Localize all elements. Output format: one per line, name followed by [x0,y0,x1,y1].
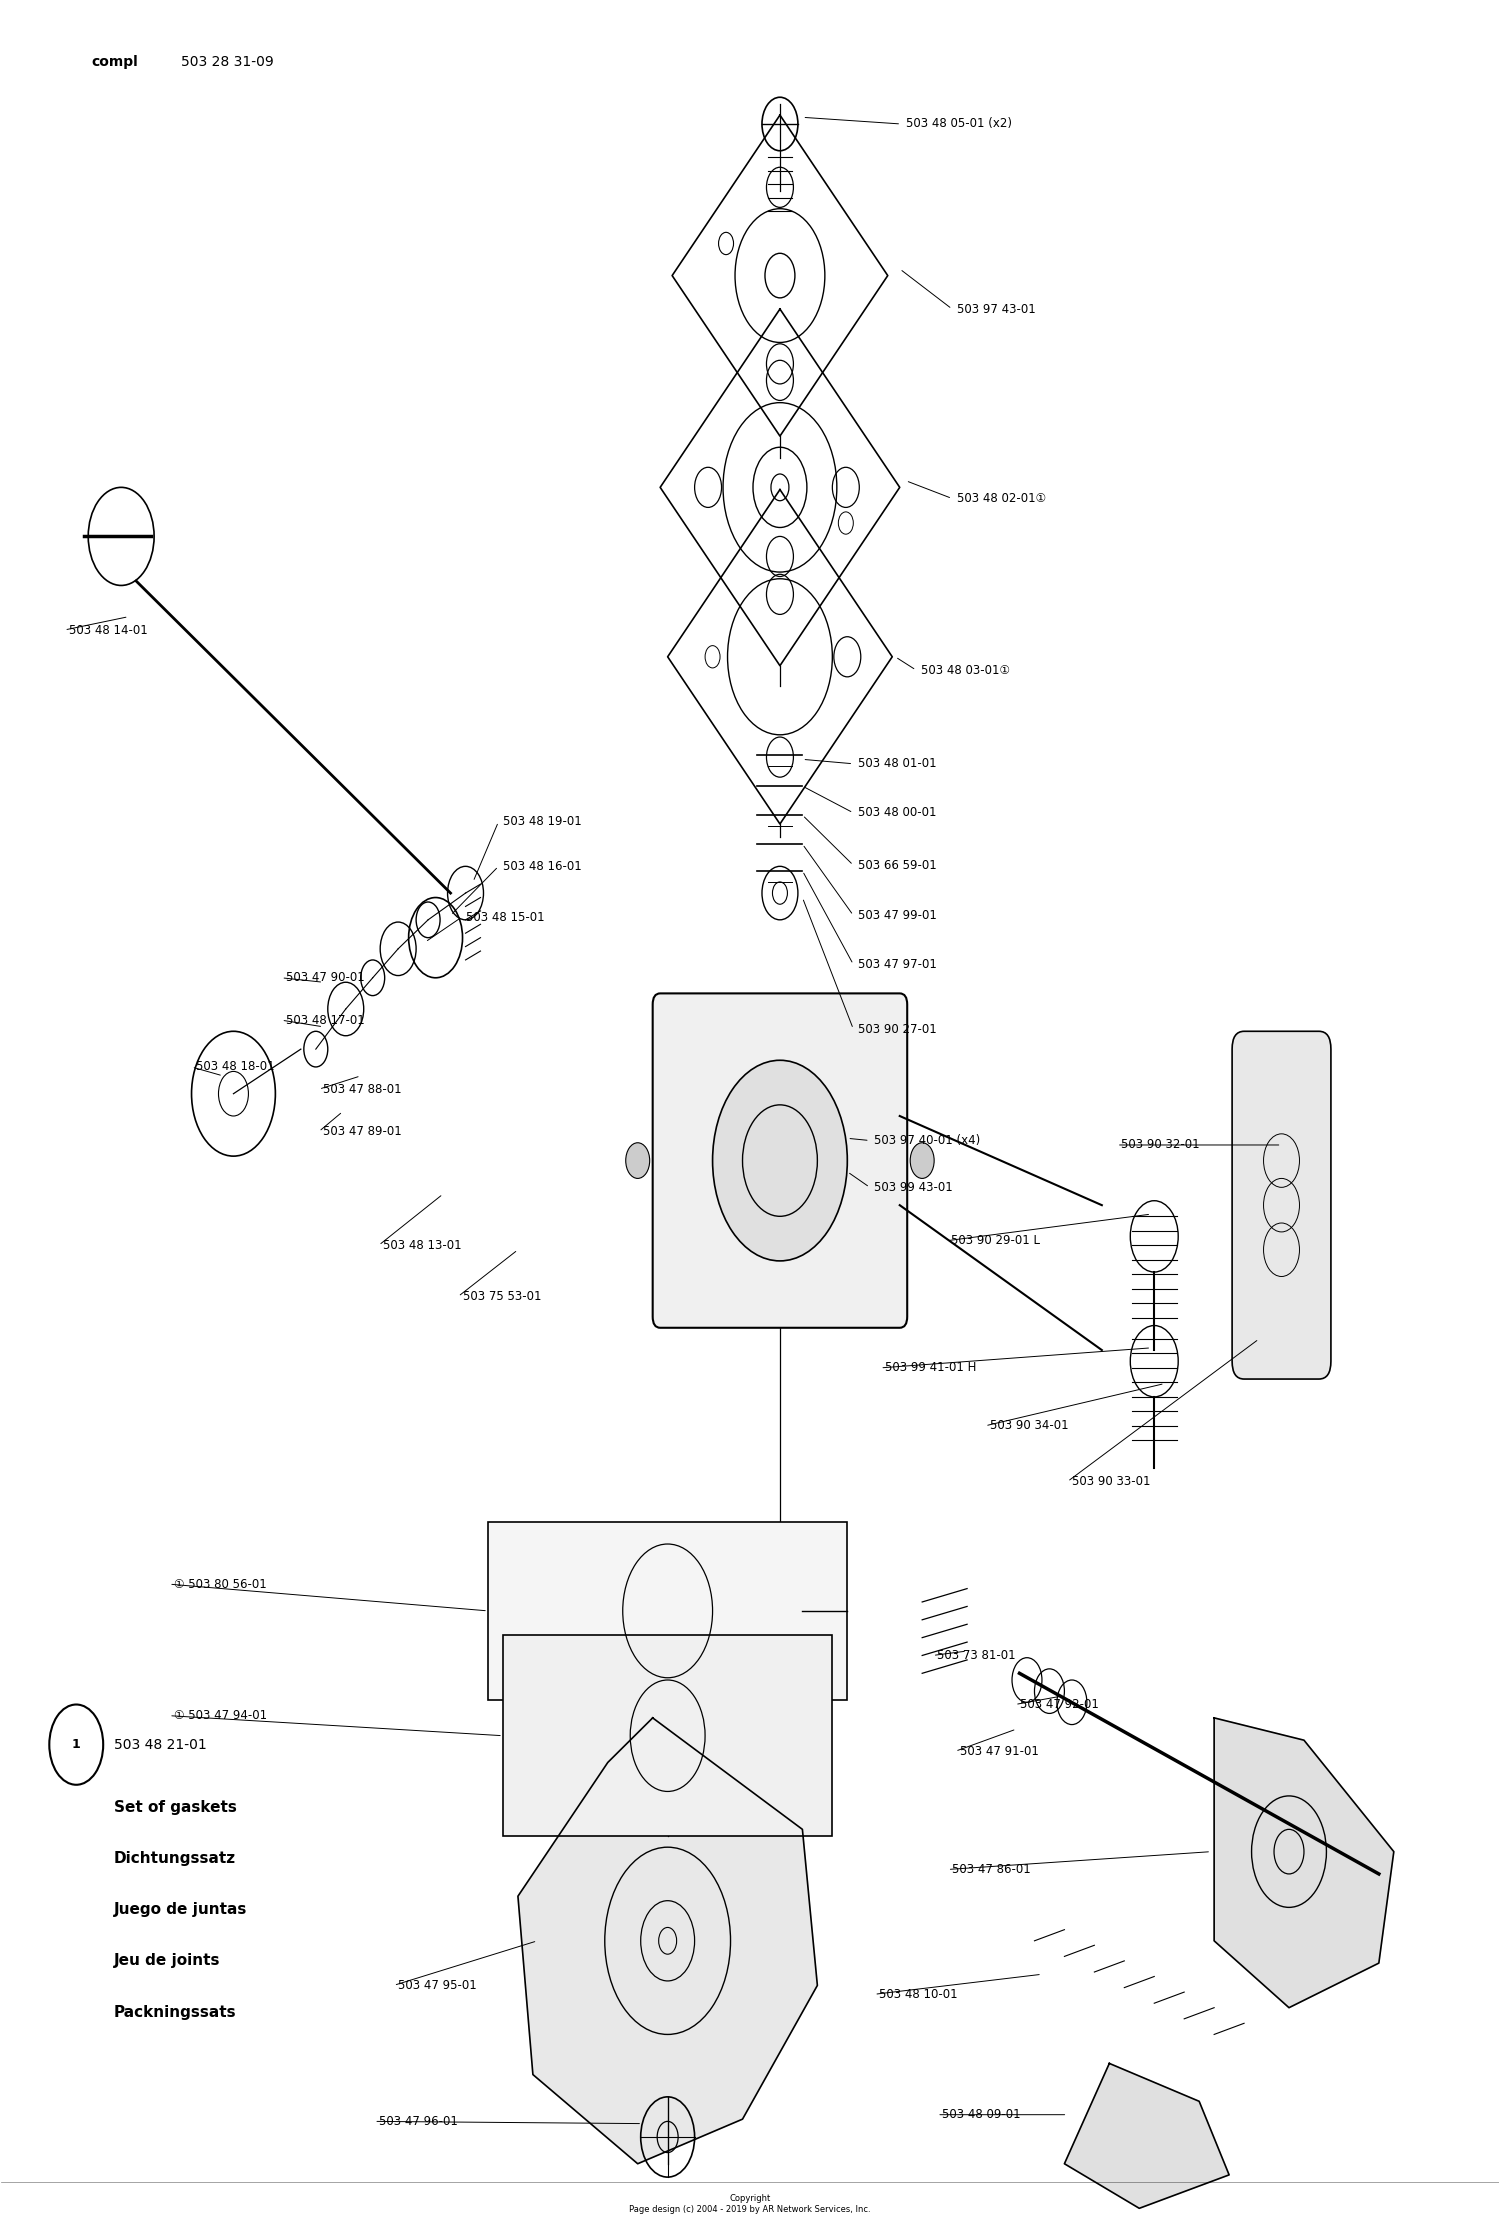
FancyBboxPatch shape [652,993,908,1328]
Polygon shape [1214,1719,1394,2009]
Text: Dichtungssatz: Dichtungssatz [114,1850,236,1866]
Polygon shape [518,1719,818,2163]
Text: 503 99 43-01: 503 99 43-01 [874,1181,953,1194]
Bar [503,1636,833,1837]
Text: 503 47 90-01: 503 47 90-01 [286,971,364,984]
Text: ① 503 47 94-01: ① 503 47 94-01 [174,1710,267,1723]
Text: 503 48 13-01: 503 48 13-01 [382,1239,462,1252]
Text: 503 97 40-01 (x4): 503 97 40-01 (x4) [874,1134,981,1147]
Circle shape [712,1060,848,1261]
Text: 503 47 91-01: 503 47 91-01 [960,1745,1038,1759]
Text: 503 97 43-01: 503 97 43-01 [957,304,1035,315]
Text: compl: compl [92,54,138,69]
Text: 503 66 59-01: 503 66 59-01 [858,859,936,873]
Text: 503 48 10-01: 503 48 10-01 [879,1989,957,2000]
Circle shape [626,1143,650,1178]
Text: 503 47 96-01: 503 47 96-01 [378,2116,458,2127]
Text: 503 48 16-01: 503 48 16-01 [503,859,582,873]
Text: 503 48 17-01: 503 48 17-01 [286,1013,364,1027]
FancyBboxPatch shape [1232,1031,1330,1379]
Text: 503 48 01-01: 503 48 01-01 [858,757,936,770]
Text: 503 48 00-01: 503 48 00-01 [858,806,936,819]
Text: 503 47 92-01: 503 47 92-01 [1020,1699,1098,1712]
Text: 503 48 09-01: 503 48 09-01 [942,2109,1020,2120]
Text: 503 73 81-01: 503 73 81-01 [938,1649,1016,1663]
Text: 503 48 18-01: 503 48 18-01 [196,1060,274,1074]
Text: 503 90 29-01 L: 503 90 29-01 L [951,1234,1040,1248]
Text: 503 47 86-01: 503 47 86-01 [952,1864,1030,1875]
Text: 503 48 14-01: 503 48 14-01 [69,623,147,636]
Text: 503 48 05-01 (x2): 503 48 05-01 (x2) [906,118,1011,129]
Text: 503 47 95-01: 503 47 95-01 [398,1980,477,1991]
Text: ① 503 80 56-01: ① 503 80 56-01 [174,1578,267,1591]
Text: 503 47 99-01: 503 47 99-01 [858,908,936,922]
Circle shape [910,1143,934,1178]
Polygon shape [1065,2062,1228,2207]
Text: 503 48 15-01: 503 48 15-01 [465,911,544,924]
Bar [488,1522,847,1701]
Text: 1: 1 [72,1739,81,1752]
Text: Copyright
Page design (c) 2004 - 2019 by AR Network Services, Inc.: Copyright Page design (c) 2004 - 2019 by… [628,2194,872,2214]
Text: 503 48 21-01: 503 48 21-01 [114,1739,207,1752]
Text: Packningssats: Packningssats [114,2004,237,2020]
Text: 503 48 19-01: 503 48 19-01 [503,815,582,828]
Text: 503 90 32-01: 503 90 32-01 [1122,1138,1200,1152]
Text: 503 48 02-01①: 503 48 02-01① [957,491,1046,504]
Text: 503 90 34-01: 503 90 34-01 [990,1420,1068,1433]
Text: 503 90 27-01: 503 90 27-01 [858,1022,936,1036]
Text: 503 47 89-01: 503 47 89-01 [324,1125,402,1138]
Text: Juego de juntas: Juego de juntas [114,1902,248,1917]
Text: 503 90 33-01: 503 90 33-01 [1072,1475,1150,1489]
Text: Jeu de joints: Jeu de joints [114,1953,220,1969]
Text: 503 75 53-01: 503 75 53-01 [462,1290,542,1303]
Text: 503 48 03-01①: 503 48 03-01① [921,663,1010,676]
Text: 503 28 31-09: 503 28 31-09 [182,54,274,69]
Text: Set of gaskets: Set of gaskets [114,1799,237,1815]
Circle shape [50,1705,104,1786]
Text: 503 47 88-01: 503 47 88-01 [324,1083,402,1096]
Text: 503 47 97-01: 503 47 97-01 [858,958,936,971]
Text: 503 99 41-01 H: 503 99 41-01 H [885,1362,977,1375]
